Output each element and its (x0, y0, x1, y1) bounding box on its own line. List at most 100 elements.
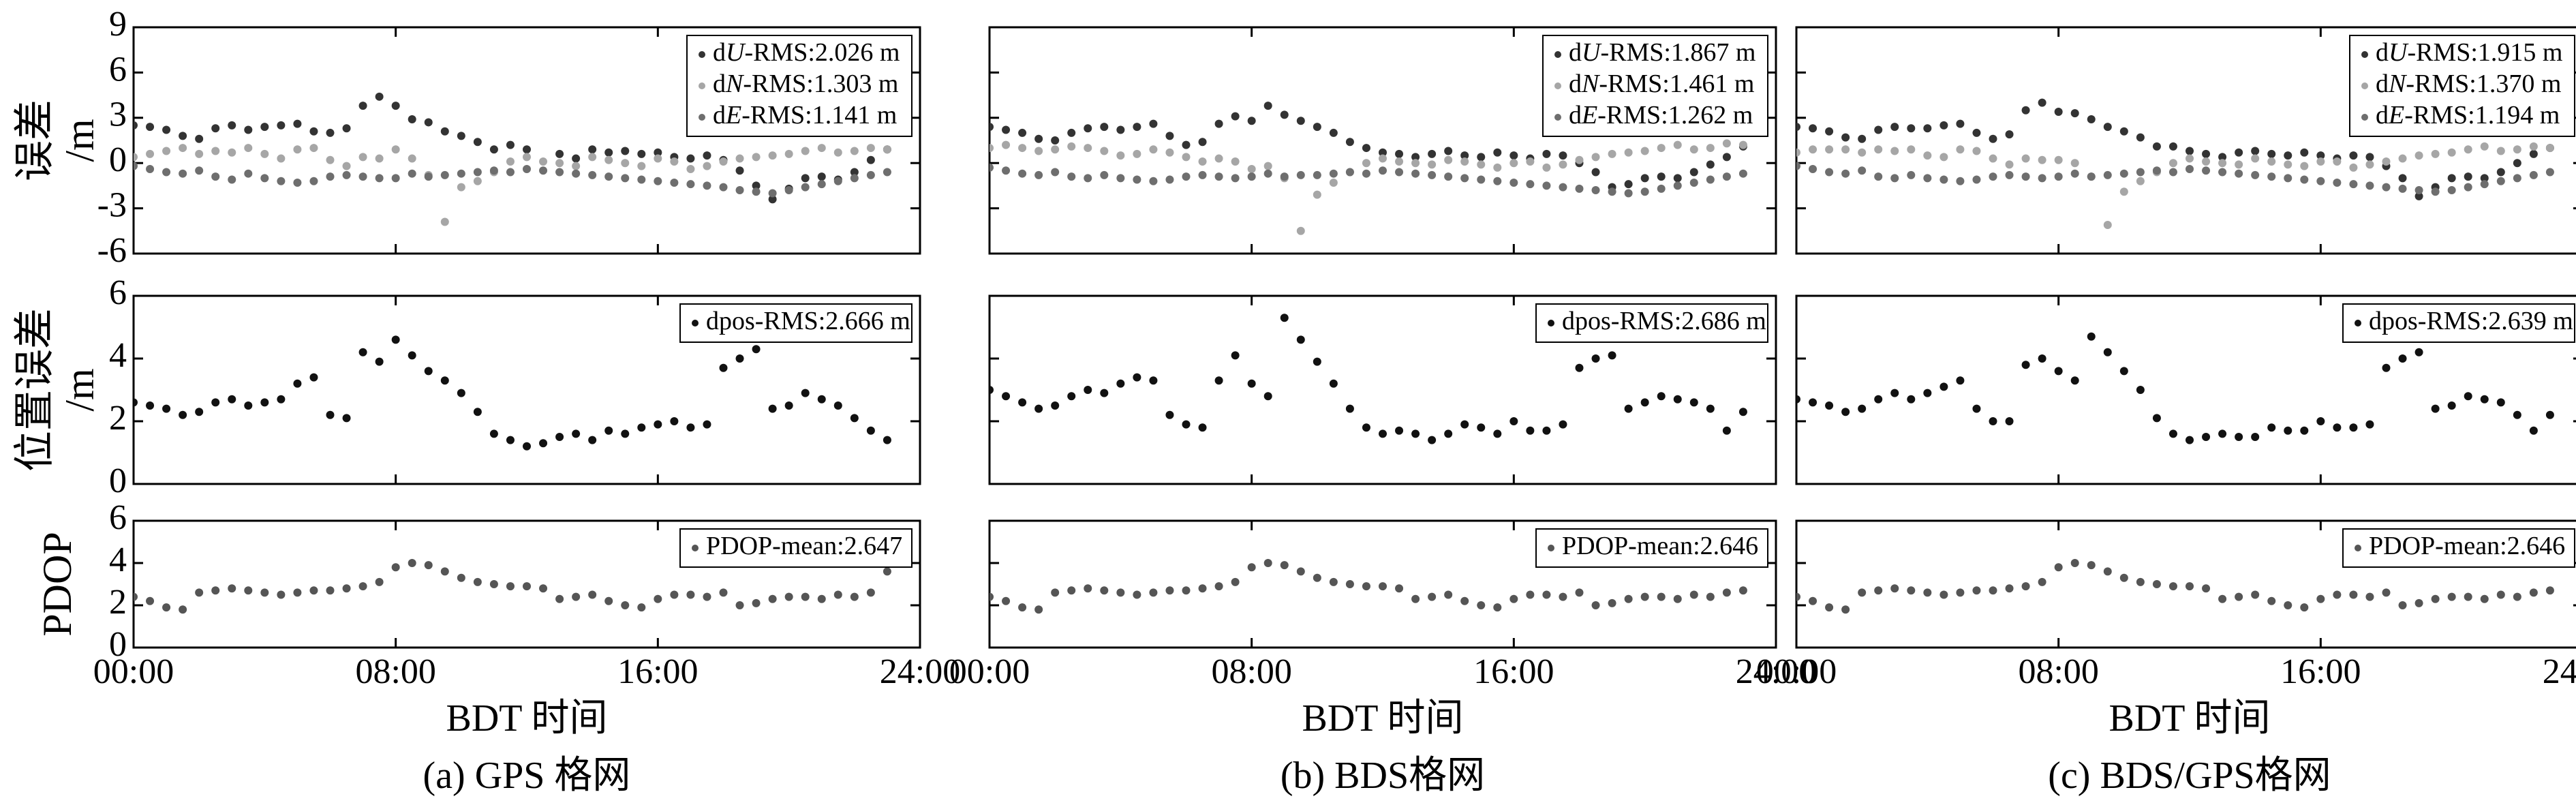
point-dE (2447, 186, 2456, 195)
column-a: -6 -3 0 3 6 9 dU-RMS:2.026 m dN-RMS:1.303 m dE-R… (93, 5, 960, 797)
point-dpos (2235, 433, 2243, 441)
point-pdop (2414, 598, 2423, 607)
point-pdop (604, 596, 613, 605)
point-pdop (2168, 582, 2177, 591)
point-dpos (1939, 382, 1948, 391)
legend-marker-dE (1554, 114, 1561, 121)
point-dpos (228, 395, 236, 404)
point-dpos (817, 395, 826, 404)
point-dU (1198, 138, 1207, 147)
point-pdop (1738, 586, 1747, 595)
point-dpos (2054, 367, 2063, 376)
point-dpos (1591, 354, 1600, 363)
point-dN (309, 144, 318, 153)
point-dU (424, 118, 433, 127)
point-dE (1263, 169, 1272, 178)
point-pdop (277, 590, 286, 599)
point-dU (2316, 151, 2325, 160)
point-dE (555, 168, 564, 177)
series-dN (1796, 142, 2554, 229)
point-dE (1100, 170, 1109, 179)
point-dpos (1428, 436, 1437, 444)
series-dN (990, 139, 1747, 235)
point-dpos (1907, 395, 1916, 404)
point-dpos (752, 345, 761, 354)
point-pdop (1444, 590, 1453, 599)
point-dpos (1673, 395, 1682, 404)
point-dU (506, 140, 515, 149)
point-dpos (473, 408, 482, 416)
point-dN (1972, 147, 1981, 155)
legend-marker-pdop (1548, 545, 1554, 551)
point-dE (277, 177, 286, 185)
point-dU (1263, 102, 1272, 110)
point-dN (1067, 142, 1076, 151)
point-pdop (342, 584, 351, 593)
point-dpos (719, 363, 728, 372)
point-dN (2382, 157, 2391, 166)
point-pdop (1509, 594, 1518, 603)
point-dpos (2267, 423, 2276, 432)
point-dU (1345, 138, 1354, 147)
point-dU (1657, 172, 1666, 181)
data-points (1796, 559, 2554, 614)
point-dE (1890, 174, 1899, 183)
point-dE (2021, 172, 2030, 181)
point-dE (146, 165, 155, 174)
point-dN (326, 155, 335, 164)
point-dE (1591, 186, 1600, 195)
point-dpos (375, 357, 384, 366)
point-dpos (326, 410, 335, 419)
panel-c-pdop: 00:00 08:00 16:00 24:00 PDOP-mean:2.646 (1756, 519, 2576, 691)
point-dU (1428, 149, 1437, 158)
point-pdop (2333, 590, 2342, 599)
legend: dU-RMS:1.915 m dN-RMS:1.370 m dE-RMS:1.194… (2349, 35, 2575, 137)
point-dU (195, 134, 204, 143)
point-dpos (179, 410, 187, 419)
point-dE (1657, 184, 1666, 193)
point-dE (735, 186, 744, 195)
point-dE (2365, 181, 2374, 190)
point-pdop (2545, 586, 2554, 595)
point-dN (2464, 145, 2472, 154)
point-dU (2398, 174, 2407, 183)
point-dU (1329, 128, 1338, 137)
point-dpos (654, 420, 662, 429)
point-pdop (1002, 596, 1011, 605)
point-pdop (1116, 588, 1125, 597)
point-dE (1493, 177, 1502, 185)
panel-c-dpos: dpos-RMS:2.639 m (1795, 294, 2576, 485)
point-dE (326, 172, 335, 181)
point-dE (473, 168, 482, 177)
legend-entry-pdop: PDOP-mean:2.646 (2369, 532, 2565, 560)
point-pdop (2365, 592, 2374, 601)
point-pdop (1657, 592, 1666, 601)
point-pdop (1231, 577, 1240, 586)
point-dE (1874, 172, 1883, 181)
series-dN (134, 144, 891, 226)
point-dpos (2545, 410, 2554, 419)
point-dN (719, 157, 728, 166)
legend-box (686, 35, 913, 137)
point-dN (342, 162, 351, 170)
point-dE (244, 169, 253, 178)
data-points (990, 559, 1747, 614)
point-dU (1640, 174, 1649, 183)
point-dpos (1149, 376, 1158, 385)
point-dE (2513, 174, 2521, 183)
y-tick-label: 4 (109, 336, 127, 375)
point-dpos (621, 429, 630, 438)
point-pdop (2496, 590, 2505, 599)
point-dU (817, 172, 826, 181)
point-pdop (1263, 559, 1272, 567)
point-pdop (309, 586, 318, 595)
point-dN (1640, 147, 1649, 155)
series-pdop (134, 559, 891, 614)
point-dU (2087, 115, 2096, 124)
point-pdop (1559, 592, 1567, 601)
point-dE (1247, 172, 1256, 181)
plot-frame (1795, 519, 2576, 649)
point-dN (703, 162, 711, 170)
point-dE (1460, 174, 1469, 183)
